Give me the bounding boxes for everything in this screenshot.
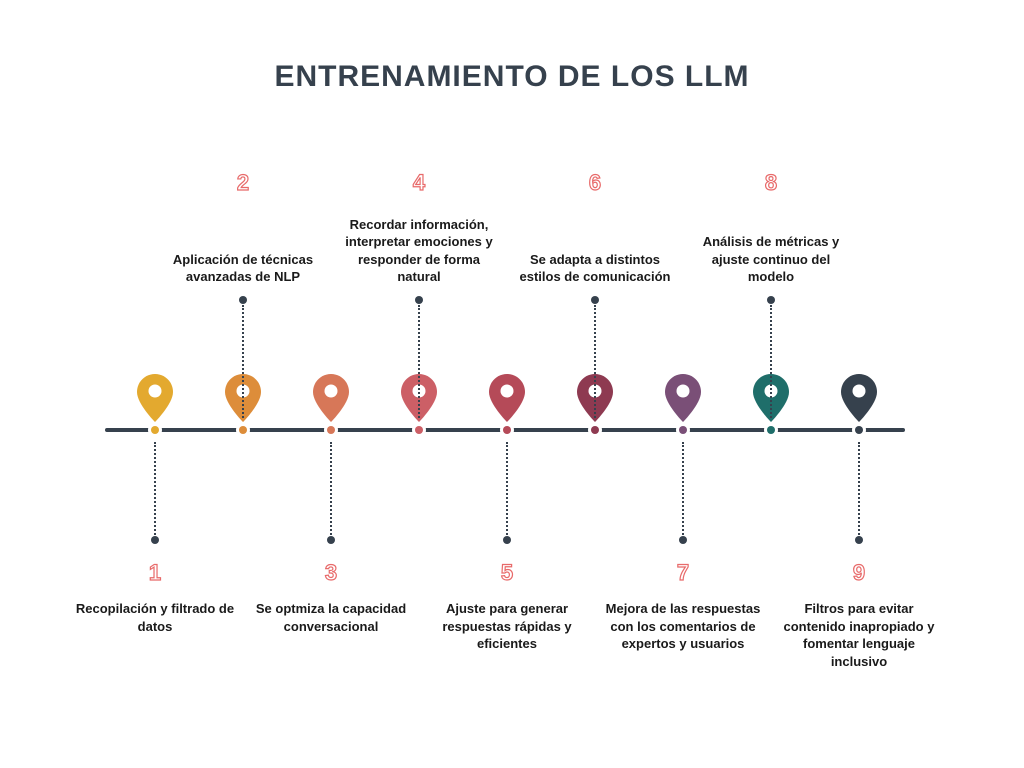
step-number: 7 xyxy=(677,560,689,586)
step-description: Recordar información, interpretar emocio… xyxy=(339,216,499,286)
connector-dot xyxy=(855,536,863,544)
map-pin-icon xyxy=(313,374,349,422)
map-pin-icon xyxy=(137,374,173,422)
connector-dot xyxy=(679,536,687,544)
connector-line xyxy=(330,442,332,535)
map-pin-icon xyxy=(665,374,701,422)
timeline-node-dot xyxy=(679,426,687,434)
step-number: 8 xyxy=(765,170,777,196)
connector-dot xyxy=(767,296,775,304)
step-description: Filtros para evitar contenido inapropiad… xyxy=(774,600,944,670)
step-description: Aplicación de técnicas avanzadas de NLP xyxy=(163,251,323,286)
step-number: 5 xyxy=(501,560,513,586)
map-pin-icon xyxy=(841,374,877,422)
connector-line xyxy=(682,442,684,535)
page-title: ENTRENAMIENTO DE LOS LLM xyxy=(0,60,1024,94)
timeline-node-dot xyxy=(503,426,511,434)
step-number: 4 xyxy=(413,170,425,196)
map-pin-icon xyxy=(489,374,525,422)
infographic-root: { "title": { "text": "ENTRENAMIENTO DE L… xyxy=(0,0,1024,768)
step-number: 3 xyxy=(325,560,337,586)
connector-dot xyxy=(327,536,335,544)
step-number: 9 xyxy=(853,560,865,586)
step-description: Ajuste para generar respuestas rápidas y… xyxy=(422,600,592,653)
connector-dot xyxy=(591,296,599,304)
timeline-node-dot xyxy=(855,426,863,434)
timeline-node-dot xyxy=(327,426,335,434)
connector-line xyxy=(506,442,508,535)
step-number: 6 xyxy=(589,170,601,196)
connector-dot xyxy=(415,296,423,304)
connector-dot xyxy=(503,536,511,544)
connector-line xyxy=(154,442,156,535)
step-description: Se adapta a distintos estilos de comunic… xyxy=(515,251,675,286)
step-description: Recopilación y filtrado de datos xyxy=(70,600,240,635)
timeline-node-dot xyxy=(239,426,247,434)
timeline-node-dot xyxy=(415,426,423,434)
timeline-node-dot xyxy=(591,426,599,434)
step-description: Mejora de las respuestas con los comenta… xyxy=(598,600,768,653)
step-number: 1 xyxy=(149,560,161,586)
connector-line xyxy=(418,305,420,418)
timeline-node-dot xyxy=(767,426,775,434)
connector-line xyxy=(770,305,772,418)
connector-dot xyxy=(151,536,159,544)
connector-line xyxy=(594,305,596,418)
connector-dot xyxy=(239,296,247,304)
step-description: Análisis de métricas y ajuste continuo d… xyxy=(691,233,851,286)
step-number: 2 xyxy=(237,170,249,196)
step-description: Se optmiza la capacidad conversacional xyxy=(246,600,416,635)
connector-line xyxy=(858,442,860,535)
timeline-node-dot xyxy=(151,426,159,434)
connector-line xyxy=(242,305,244,418)
